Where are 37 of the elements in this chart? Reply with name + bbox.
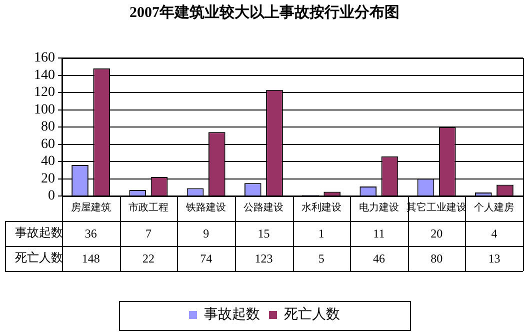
x-tick-label: 铁路建设 (185, 202, 226, 214)
text: 事故起数 (15, 226, 63, 240)
data-label: 4 (491, 226, 498, 241)
x-tick-label: 公路建设 (244, 202, 284, 214)
data-label: 1 (318, 226, 324, 241)
y-tick-label: 100 (34, 102, 55, 118)
data-label: 148 (82, 252, 100, 266)
data-label: 11 (373, 226, 385, 241)
data-label: 20 (430, 226, 443, 241)
x-tick-label: 水利建设 (301, 202, 342, 214)
data-label: 7 (145, 226, 152, 241)
chart-title: 2007年建筑业较大以上事故按行业分布图 (130, 4, 400, 21)
y-tick-label: 40 (41, 154, 55, 170)
x-tick-label: 房屋建筑 (70, 202, 111, 214)
data-label: 9 (203, 226, 210, 241)
y-tick-label: 0 (48, 188, 55, 204)
x-tick-label: 电力建设 (358, 202, 399, 214)
x-tick-label: 市政工程 (128, 202, 168, 214)
legend-label: 事故起数 (204, 306, 260, 323)
x-tick-label: 个人建房 (474, 202, 514, 214)
legend-label: 死亡人数 (284, 306, 340, 323)
y-tick-label: 140 (34, 68, 55, 83)
data-label: 123 (254, 252, 273, 266)
text: 死亡人数 (15, 250, 63, 265)
data-label: 13 (488, 252, 500, 266)
data-label: 80 (430, 252, 443, 266)
data-label: 22 (142, 252, 154, 266)
data-label: 5 (318, 252, 324, 266)
y-tick-label: 20 (41, 171, 55, 186)
y-tick-label: 160 (34, 50, 55, 66)
data-label: 36 (84, 226, 97, 241)
data-label: 15 (258, 226, 270, 241)
y-tick-label: 60 (41, 136, 55, 152)
data-label: 74 (200, 252, 212, 266)
y-tick-label: 80 (41, 120, 55, 135)
y-tick-label: 120 (34, 85, 55, 100)
data-label: 46 (372, 252, 385, 266)
